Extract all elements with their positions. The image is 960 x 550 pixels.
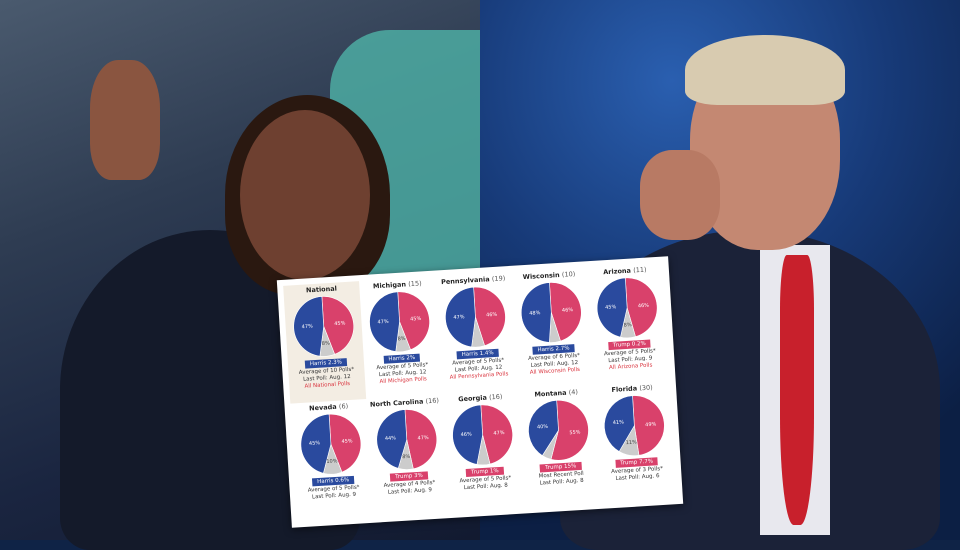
state-label: Michigan bbox=[373, 280, 407, 290]
state-poll-north-carolina: North Carolina (16)44%47%8%Trump 3%Avera… bbox=[366, 394, 449, 516]
state-poll-florida: Florida (30)41%49%11%Trump 7.7%Average o… bbox=[594, 380, 677, 502]
electoral-votes: (15) bbox=[408, 279, 422, 288]
state-name: Georgia (16) bbox=[458, 393, 503, 404]
electoral-votes: (11) bbox=[633, 266, 647, 275]
state-name: National bbox=[306, 285, 337, 295]
last-poll-date: Last Poll: Aug. 9 bbox=[312, 492, 356, 501]
state-poll-montana: Montana (4)40%55%Trump 15%Most Recent Po… bbox=[518, 385, 601, 507]
trump-pct: 46% bbox=[486, 312, 498, 319]
harris-pct: 44% bbox=[385, 435, 397, 442]
pie-chart: 47% 45% 8% bbox=[367, 289, 433, 355]
trump-pct: 46% bbox=[562, 307, 574, 314]
state-poll-national: National 47%45%8%Harris 2.3%Average of 1… bbox=[283, 281, 366, 403]
state-poll-arizona: Arizona (11)45%46%8%Trump 0.2%Average of… bbox=[587, 263, 670, 385]
state-poll-nevada: Nevada (6)45%45%10%Harris 0.6%Average of… bbox=[290, 399, 373, 521]
undecided-pct: 8% bbox=[402, 454, 411, 460]
undecided-pct: 8% bbox=[322, 341, 331, 347]
harris-pct: 40% bbox=[537, 424, 549, 431]
state-label: National bbox=[306, 285, 337, 295]
state-label: Montana bbox=[534, 389, 567, 399]
state-label: Arizona bbox=[603, 267, 631, 277]
electoral-votes: (4) bbox=[569, 388, 579, 397]
pie-chart: 44% 47% 8% bbox=[374, 407, 440, 473]
pie-chart: 47% 45% 8% bbox=[291, 294, 357, 360]
undecided-pct: 8% bbox=[624, 322, 633, 328]
pie-chart: 40% 55% bbox=[526, 397, 592, 463]
harris-pct: 47% bbox=[453, 314, 465, 321]
harris-pct: 45% bbox=[605, 304, 617, 311]
state-name: Nevada (6) bbox=[309, 402, 348, 412]
waving-hand bbox=[90, 60, 160, 180]
pie-chart: 48% 46% bbox=[518, 280, 584, 346]
trump-hair bbox=[685, 35, 845, 105]
trump-pct: 47% bbox=[493, 430, 505, 437]
electoral-votes: (19) bbox=[492, 274, 506, 283]
undecided-pct: 10% bbox=[326, 458, 338, 465]
electoral-votes: (10) bbox=[562, 270, 576, 279]
harris-pct: 48% bbox=[529, 310, 541, 317]
last-poll-date: Last Poll: Aug. 9 bbox=[388, 487, 432, 496]
state-name: Michigan (15) bbox=[373, 279, 422, 290]
state-poll-wisconsin: Wisconsin (10)48%46%Harris 2.7%Average o… bbox=[511, 267, 594, 389]
trump-pct: 45% bbox=[334, 320, 346, 327]
pie-chart: 45% 46% 8% bbox=[594, 275, 660, 341]
state-name: Florida (30) bbox=[611, 383, 653, 394]
state-label: Florida bbox=[611, 384, 637, 394]
state-label: Nevada bbox=[309, 403, 337, 413]
pie-chart: 45% 45% 10% bbox=[298, 411, 364, 477]
last-poll-date: Last Poll: Aug. 8 bbox=[464, 482, 508, 491]
harris-pct: 41% bbox=[613, 419, 625, 426]
trump-pct: 45% bbox=[410, 316, 422, 323]
electoral-votes: (6) bbox=[339, 402, 349, 411]
trump-tie bbox=[780, 255, 814, 525]
trump-pct: 55% bbox=[569, 430, 581, 437]
trump-pct: 46% bbox=[638, 303, 650, 310]
harris-pct: 46% bbox=[460, 432, 472, 439]
state-poll-pennsylvania: Pennsylvania (19)47%46%Harris 1.4%Averag… bbox=[435, 272, 518, 394]
state-label: Wisconsin bbox=[523, 271, 560, 281]
trump-pct: 49% bbox=[645, 422, 657, 429]
state-label: Pennsylvania bbox=[441, 275, 490, 286]
trump-pct: 47% bbox=[417, 435, 429, 442]
last-poll-date: Last Poll: Aug. 6 bbox=[615, 473, 659, 482]
harris-pct: 47% bbox=[377, 319, 389, 326]
electoral-votes: (16) bbox=[425, 397, 439, 406]
harris-pct: 47% bbox=[302, 324, 314, 331]
all-polls-link[interactable]: All National Polls bbox=[304, 381, 350, 390]
pointing-hand bbox=[640, 150, 720, 240]
state-poll-michigan: Michigan (15)47%45%8%Harris 2%Average of… bbox=[359, 277, 442, 399]
polls-card: National 47%45%8%Harris 2.3%Average of 1… bbox=[277, 256, 683, 527]
pie-chart: 46% 47% bbox=[450, 402, 516, 468]
all-polls-link[interactable]: All Arizona Polls bbox=[609, 362, 653, 371]
state-poll-georgia: Georgia (16)46%47%Trump 1%Average of 5 P… bbox=[442, 390, 525, 512]
pie-chart: 47% 46% bbox=[443, 284, 509, 350]
trump-pct: 45% bbox=[341, 438, 353, 445]
electoral-votes: (16) bbox=[489, 393, 503, 402]
harris-face bbox=[240, 110, 370, 280]
state-label: Georgia bbox=[458, 394, 487, 404]
undecided-pct: 11% bbox=[626, 440, 638, 447]
undecided-pct: 8% bbox=[398, 336, 407, 342]
state-name: Montana (4) bbox=[534, 388, 578, 399]
state-name: Arizona (11) bbox=[603, 266, 647, 277]
pie-chart: 41% 49% 11% bbox=[602, 393, 668, 459]
last-poll-date: Last Poll: Aug. 8 bbox=[539, 478, 583, 487]
electoral-votes: (30) bbox=[639, 383, 653, 392]
harris-pct: 45% bbox=[309, 440, 321, 447]
